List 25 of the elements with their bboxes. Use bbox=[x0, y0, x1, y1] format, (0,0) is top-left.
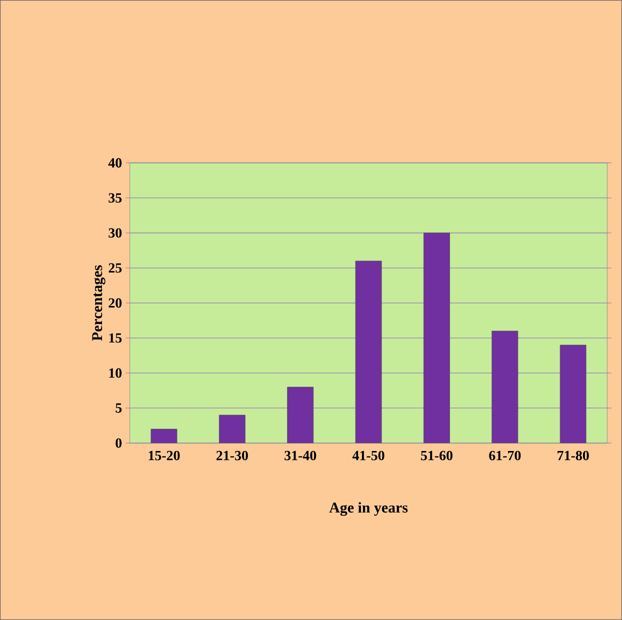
y-tick-label: 35 bbox=[108, 193, 122, 203]
bar bbox=[150, 428, 178, 444]
y-tick-label: 15 bbox=[109, 333, 122, 343]
y-tick-label: 5 bbox=[116, 403, 122, 413]
x-tick-label: 21-30 bbox=[216, 450, 248, 460]
x-tick-label: 61-70 bbox=[489, 450, 521, 460]
y-tick-label: 10 bbox=[109, 368, 122, 378]
x-tick-label: 41-50 bbox=[352, 450, 384, 460]
bar bbox=[560, 344, 586, 444]
bar bbox=[424, 232, 450, 444]
bar bbox=[287, 386, 314, 444]
x-tick-label: 31-40 bbox=[284, 450, 316, 460]
x-tick-label: 15-20 bbox=[148, 450, 180, 460]
x-axis-title: Age in years bbox=[329, 502, 408, 516]
bar bbox=[218, 414, 246, 444]
bar bbox=[355, 260, 382, 444]
y-tick-label: 30 bbox=[108, 228, 122, 238]
x-tick-label: 51-60 bbox=[421, 450, 452, 460]
y-tick-label: 20 bbox=[108, 298, 122, 308]
y-tick-label: 25 bbox=[108, 263, 122, 273]
x-tick-label: 71-80 bbox=[558, 450, 589, 460]
y-axis-title: Percentages bbox=[92, 265, 106, 341]
y-tick-label: 40 bbox=[108, 158, 122, 168]
bar bbox=[492, 330, 518, 444]
y-tick-label: 0 bbox=[116, 438, 122, 448]
